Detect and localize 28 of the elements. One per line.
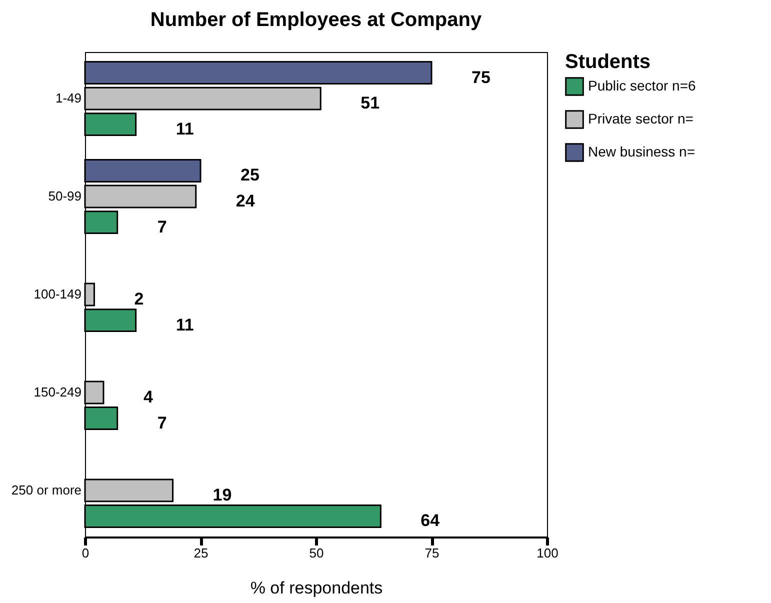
legend-label: Public sector n=6: [588, 78, 696, 94]
x-tick-label: 100: [536, 546, 558, 560]
y-tick-label: 250 or more: [11, 482, 82, 498]
data-label: 25: [240, 166, 260, 185]
x-axis-title: % of respondents: [250, 578, 383, 598]
legend-title: Students: [565, 51, 651, 73]
data-label: 7: [157, 413, 167, 432]
x-tick-label: 75: [424, 546, 440, 560]
legend-label: Private sector n=: [588, 110, 694, 126]
chart-title: Number of Employees at Company: [150, 9, 482, 31]
y-tick-label: 150-249: [34, 384, 82, 400]
data-label: 2: [134, 290, 144, 308]
x-tick-label: 0: [82, 546, 90, 560]
y-tick-label: 100-149: [34, 286, 82, 302]
y-tick-label: 1-49: [55, 90, 82, 106]
data-label: 75: [472, 68, 490, 87]
data-label: 11: [176, 119, 194, 138]
legend-label: New business n=: [588, 144, 696, 160]
data-label: 64: [420, 511, 440, 530]
data-label: 11: [176, 315, 194, 334]
x-tick-label: 25: [194, 546, 208, 560]
y-tick-label: 50-99: [48, 188, 82, 204]
data-label: 19: [212, 485, 232, 504]
x-tick-label: 50: [309, 546, 324, 560]
data-label: 7: [157, 217, 167, 236]
data-label: 51: [360, 94, 380, 113]
data-label: 24: [236, 192, 256, 211]
data-label: 4: [143, 387, 154, 406]
